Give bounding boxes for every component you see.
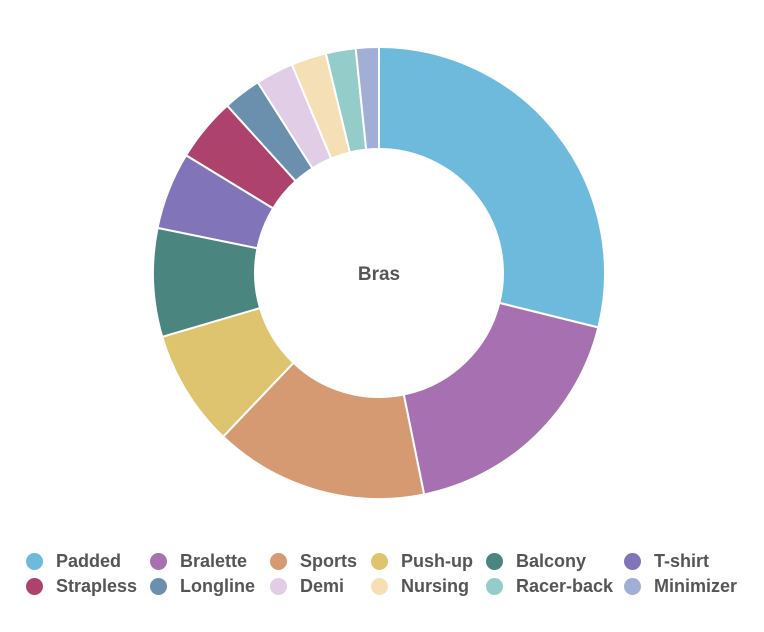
legend-label: Demi: [300, 575, 345, 596]
legend-item-padded[interactable]: Padded: [26, 550, 121, 572]
legend-label: Balcony: [516, 550, 587, 571]
legend-swatch: [371, 577, 388, 595]
legend-swatch: [150, 577, 167, 595]
legend-label: Bralette: [180, 550, 248, 571]
legend-swatch: [270, 552, 287, 570]
legend-swatch: [371, 552, 388, 570]
legend-label: Padded: [56, 550, 122, 571]
slice-minimizer[interactable]: [354, 45, 380, 151]
legend-item-minimizer[interactable]: Minimizer: [624, 575, 737, 597]
legend-label: Minimizer: [654, 575, 738, 596]
legend-item-nursing[interactable]: Nursing: [371, 575, 469, 597]
legend-label: Nursing: [401, 575, 470, 596]
legend-label: Strapless: [56, 575, 138, 596]
donut-slices: [152, 45, 606, 500]
legend-swatch: [624, 552, 641, 570]
legend-item-sports[interactable]: Sports: [270, 550, 357, 572]
legend-label: Sports: [300, 550, 358, 571]
legend-swatch: [26, 577, 43, 595]
legend-item-balcony[interactable]: Balcony: [486, 550, 586, 572]
legend-item-longline[interactable]: Longline: [150, 575, 255, 597]
legend-item-demi[interactable]: Demi: [270, 575, 344, 597]
center-label: Bras: [358, 264, 400, 285]
legend-item-strapless[interactable]: Strapless: [26, 575, 137, 597]
legend-item-t-shirt[interactable]: T-shirt: [624, 550, 709, 572]
legend-item-push-up[interactable]: Push-up: [371, 550, 473, 572]
legend-swatch: [26, 552, 43, 570]
legend-item-racer-back[interactable]: Racer-back: [486, 575, 613, 597]
legend-swatch: [624, 577, 641, 595]
legend-item-bralette[interactable]: Bralette: [150, 550, 247, 572]
legend-swatch: [486, 552, 503, 570]
slice-padded[interactable]: [378, 45, 606, 329]
legend-label: Racer-back: [516, 575, 614, 596]
legend-swatch: [486, 577, 503, 595]
legend-label: T-shirt: [654, 550, 710, 571]
legend-label: Longline: [180, 575, 255, 596]
slice-bralette[interactable]: [402, 301, 600, 496]
legend-label: Push-up: [401, 550, 473, 571]
legend-swatch: [150, 552, 167, 570]
slice-sports[interactable]: [221, 361, 426, 500]
legend-swatch: [270, 577, 287, 595]
